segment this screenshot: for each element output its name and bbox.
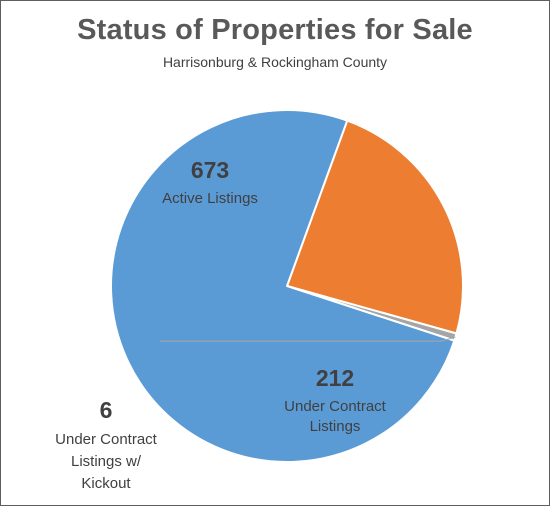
chart-title: Status of Properties for Sale <box>77 14 473 46</box>
data-label-value-1: 212 <box>316 365 354 391</box>
data-label-category-3: Active Listings <box>162 190 258 207</box>
data-label-category-1: Under Contract <box>284 398 387 415</box>
data-label-value-2: 6 <box>100 397 113 423</box>
data-label-category-2: Listings w/ <box>71 453 142 470</box>
data-label-category-2: Kickout <box>81 475 131 492</box>
data-label-category-1: Listings <box>310 418 361 435</box>
chart-subtitle: Harrisonburg & Rockingham County <box>162 54 388 70</box>
pie-slice-1 <box>286 119 464 335</box>
pie-slice-3 <box>110 109 456 463</box>
data-label-value-3: 673 <box>191 157 229 183</box>
leader-line <box>160 336 456 342</box>
data-label-category-2: Under Contract <box>55 431 158 448</box>
